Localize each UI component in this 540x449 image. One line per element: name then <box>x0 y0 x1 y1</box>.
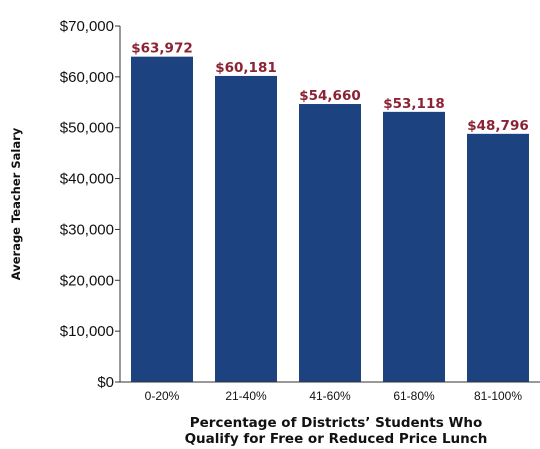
y-axis-title: Average Teacher Salary <box>9 127 23 280</box>
y-tick-label: $20,000 <box>60 272 114 289</box>
x-axis-title-line-1: Percentage of Districts’ Students Who <box>190 415 483 431</box>
data-labels: $63,972 $60,181 $54,660 $53,118 $48,796 <box>131 41 529 134</box>
y-tick-label: $0 <box>97 374 114 391</box>
y-tick-label: $40,000 <box>60 171 114 188</box>
bar <box>299 104 361 382</box>
y-tick-label: $70,000 <box>60 18 114 35</box>
x-category-label: 0-20% <box>145 389 180 403</box>
bar <box>467 133 529 382</box>
bar-value-label: $60,181 <box>215 60 277 76</box>
y-axis-ticks: $0 $10,000 $20,000 $30,000 $40,000 $50,000 $60… <box>60 18 120 391</box>
y-tick-label: $60,000 <box>60 69 114 86</box>
y-tick-label: $50,000 <box>60 120 114 137</box>
bar <box>131 56 193 383</box>
bar-value-label: $54,660 <box>299 88 361 104</box>
x-category-label: 81-100% <box>474 389 522 403</box>
x-axis-title-line-2: Qualify for Free or Reduced Price Lunch <box>185 431 488 447</box>
y-tick-label: $30,000 <box>60 221 114 238</box>
bar-value-label: $48,796 <box>467 118 529 134</box>
bar-value-label: $63,972 <box>131 41 193 57</box>
bars-group <box>131 56 529 383</box>
x-category-label: 41-60% <box>309 389 351 403</box>
x-category-label: 21-40% <box>225 389 267 403</box>
category-labels: 0-20% 21-40% 41-60% 61-80% 81-100% <box>145 389 523 403</box>
x-category-label: 61-80% <box>393 389 435 403</box>
bar <box>215 75 277 382</box>
bar-value-label: $53,118 <box>383 96 445 112</box>
bar <box>383 111 445 382</box>
y-tick-label: $10,000 <box>60 323 114 340</box>
